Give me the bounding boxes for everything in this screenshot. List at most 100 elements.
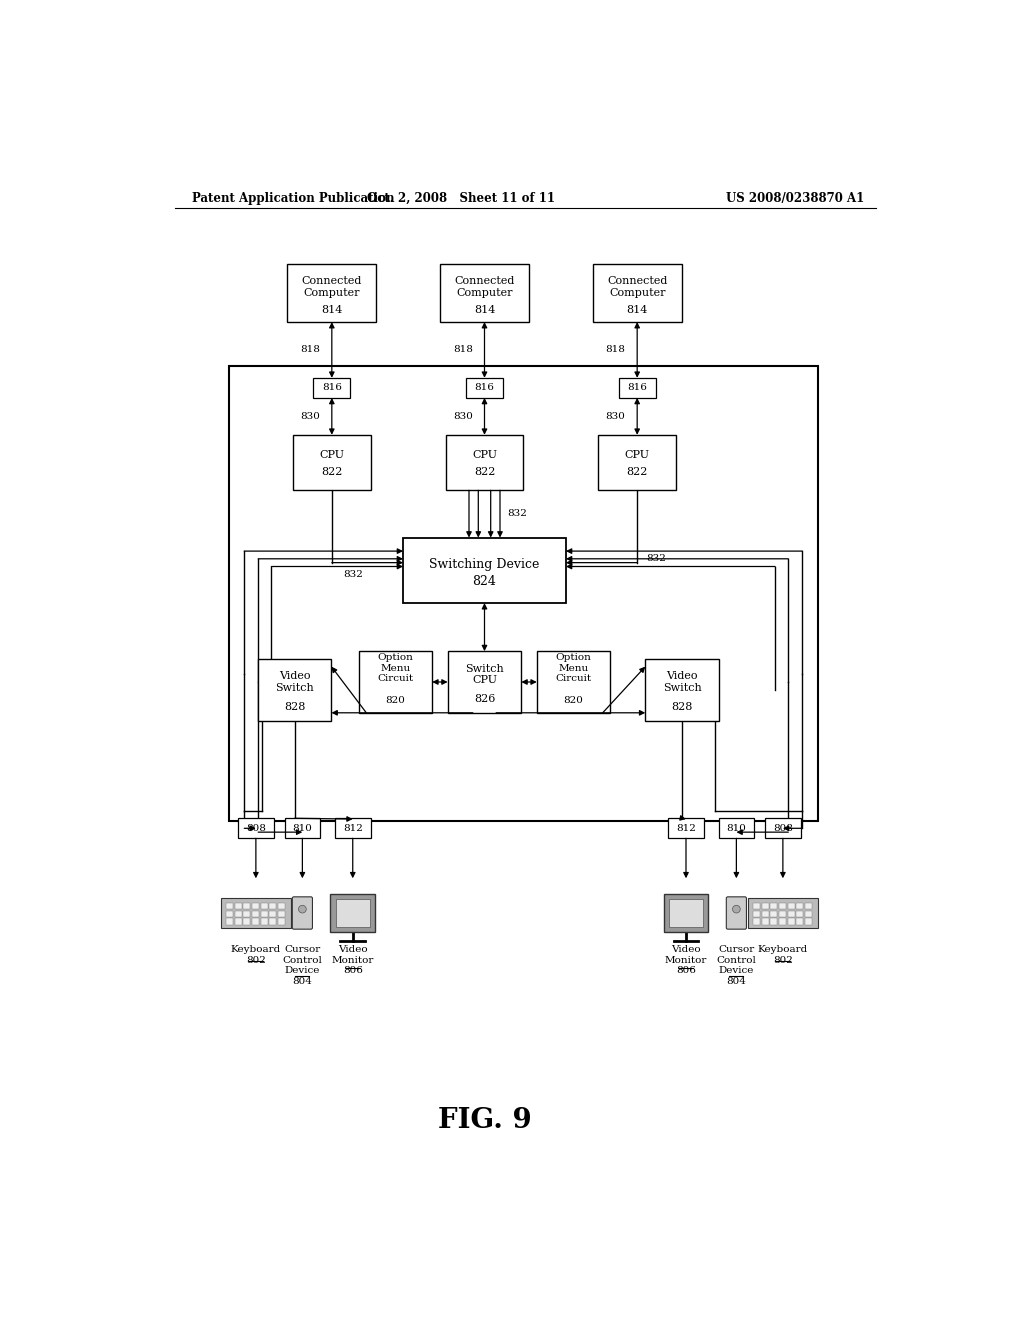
Bar [805,911,812,917]
Bar [252,911,259,917]
Bar [226,919,233,924]
Text: 830: 830 [605,412,626,421]
Bar [285,818,321,838]
Text: 830: 830 [453,412,473,421]
Bar [669,899,703,927]
Text: 822: 822 [627,467,648,477]
Text: Video
Monitor
806: Video Monitor 806 [665,945,708,975]
Text: Connected
Computer: Connected Computer [607,276,668,298]
Bar [252,919,259,924]
Text: 814: 814 [474,305,496,315]
Bar [762,903,769,909]
FancyBboxPatch shape [221,898,291,928]
Text: Switching Device: Switching Device [429,557,540,570]
Bar [445,434,523,490]
Text: 814: 814 [322,305,342,315]
Bar [664,894,709,932]
Text: 820: 820 [385,696,406,705]
Bar [796,919,803,924]
Text: 808: 808 [773,824,793,833]
Text: 824: 824 [472,574,497,587]
Text: 832: 832 [343,570,364,578]
Text: Connected
Computer: Connected Computer [455,276,515,298]
Bar [244,903,251,909]
Bar [593,264,682,322]
Text: 812: 812 [676,824,696,833]
Bar [293,434,371,490]
Bar [796,911,803,917]
Text: 832: 832 [508,510,527,519]
Bar [335,818,371,838]
Text: FIG. 9: FIG. 9 [437,1107,531,1134]
Bar [796,903,803,909]
Bar [618,378,655,397]
Text: 832: 832 [646,554,667,564]
Bar [331,894,375,932]
Text: 818: 818 [300,346,321,355]
Bar [278,919,285,924]
Bar [754,903,761,909]
Bar [278,903,285,909]
Bar [762,911,769,917]
Bar [762,919,769,924]
Text: Video
Switch: Video Switch [663,671,701,693]
Text: 828: 828 [284,702,305,711]
Bar [537,651,610,713]
Text: Oct. 2, 2008   Sheet 11 of 11: Oct. 2, 2008 Sheet 11 of 11 [368,191,555,205]
Bar [358,651,432,713]
Bar [770,911,777,917]
Bar [288,264,377,322]
Text: 828: 828 [672,702,693,711]
Text: Switch
CPU: Switch CPU [465,664,504,685]
Text: CPU: CPU [319,450,344,459]
Bar [234,903,242,909]
Circle shape [732,906,740,913]
Bar [805,903,812,909]
Bar [238,818,273,838]
Bar [258,659,332,721]
Text: CPU: CPU [472,450,497,459]
Bar [447,651,521,713]
Text: 820: 820 [563,696,584,705]
Bar [754,919,761,924]
Text: 814: 814 [627,305,648,315]
Bar [278,911,285,917]
Bar [269,903,276,909]
Bar [787,903,795,909]
Text: Cursor
Control
Device
804: Cursor Control Device 804 [717,945,757,986]
Bar [669,818,703,838]
Bar [226,911,233,917]
Circle shape [299,906,306,913]
Bar [779,903,786,909]
Text: 826: 826 [474,694,496,704]
Text: Cursor
Control
Device
804: Cursor Control Device 804 [283,945,323,986]
Text: Patent Application Publication: Patent Application Publication [191,191,394,205]
FancyBboxPatch shape [726,896,746,929]
Bar [226,903,233,909]
Text: Keyboard
802: Keyboard 802 [230,945,281,965]
Text: Video
Monitor
806: Video Monitor 806 [332,945,374,975]
FancyBboxPatch shape [748,898,818,928]
Bar [787,911,795,917]
FancyBboxPatch shape [292,896,312,929]
Text: 830: 830 [300,412,321,421]
Bar [403,537,566,603]
Bar [770,919,777,924]
Bar [244,919,251,924]
Bar [244,911,251,917]
Bar [252,903,259,909]
Bar [466,378,503,397]
Text: Option
Menu
Circuit: Option Menu Circuit [556,653,592,682]
Bar [787,919,795,924]
Text: 816: 816 [322,383,342,392]
Bar [779,919,786,924]
Bar [336,899,370,927]
Text: 812: 812 [343,824,362,833]
Text: US 2008/0238870 A1: US 2008/0238870 A1 [726,191,864,205]
Bar [779,911,786,917]
Bar [754,911,761,917]
Text: 822: 822 [474,467,496,477]
Text: Option
Menu
Circuit: Option Menu Circuit [377,653,414,682]
Text: CPU: CPU [625,450,649,459]
Text: 816: 816 [474,383,495,392]
